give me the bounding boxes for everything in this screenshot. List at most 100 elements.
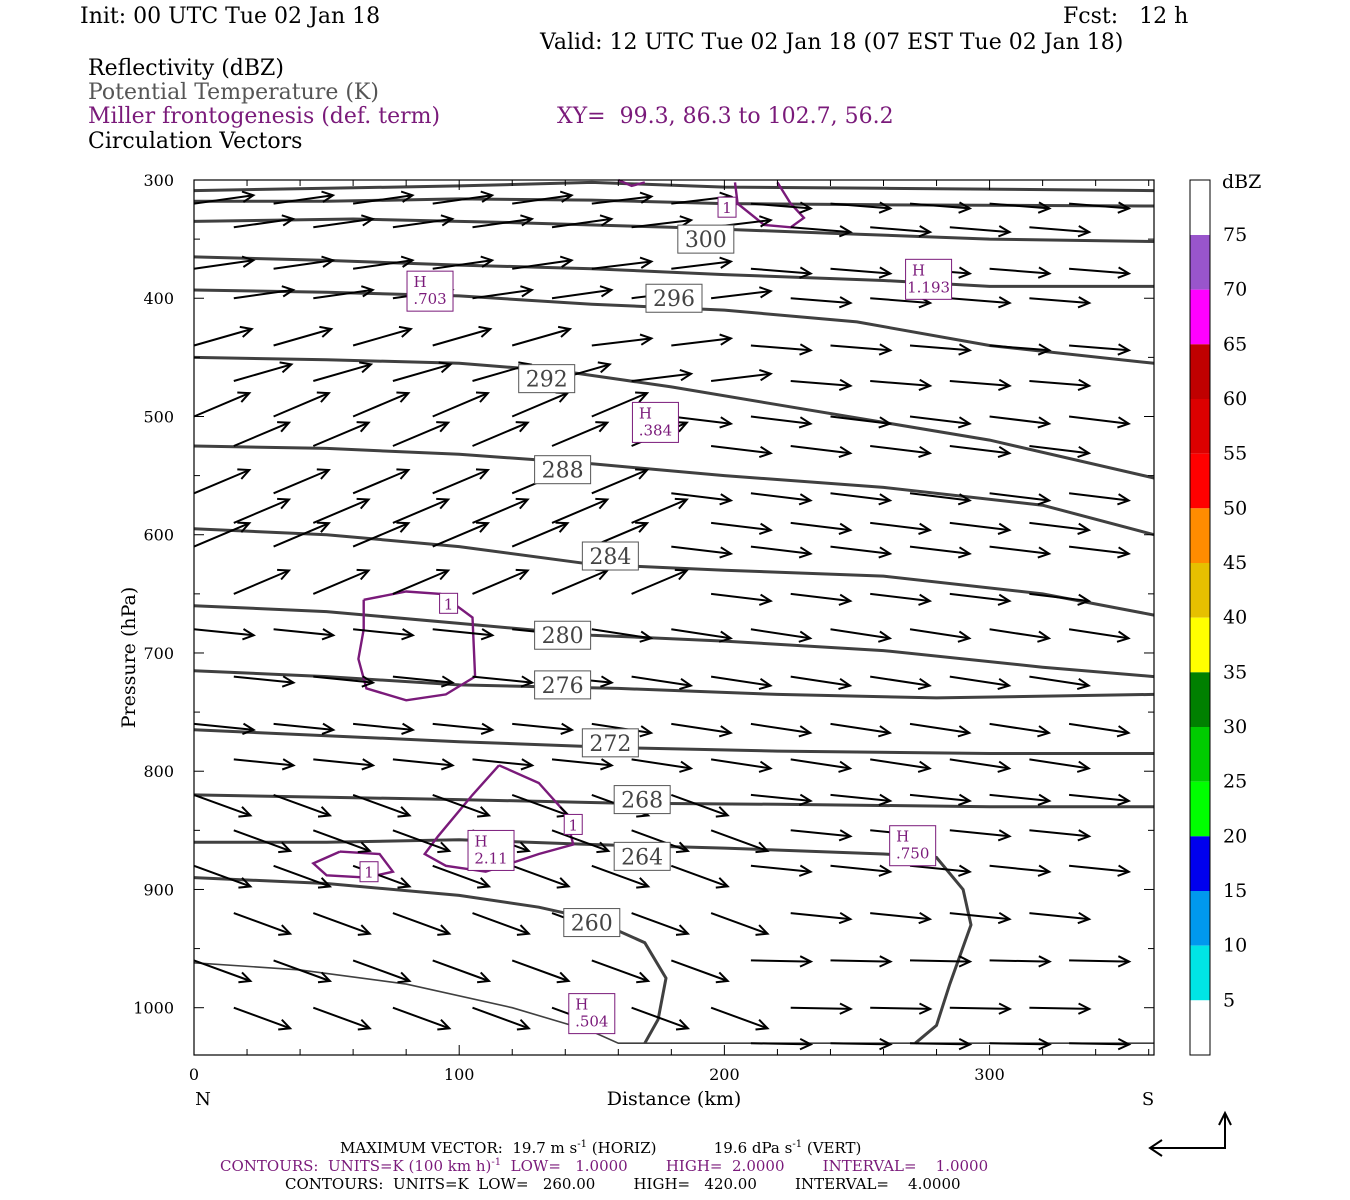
frontogenesis-line bbox=[313, 852, 393, 878]
vector-shaft bbox=[592, 470, 647, 493]
colorbar-label: 45 bbox=[1223, 552, 1247, 574]
vector-shaft bbox=[950, 1008, 1010, 1009]
y-tick-label: 500 bbox=[143, 407, 174, 426]
colorbar-label: 65 bbox=[1223, 333, 1247, 355]
vector-shaft bbox=[393, 1008, 449, 1029]
vector-shaft bbox=[234, 571, 289, 594]
vector-shaft bbox=[552, 500, 607, 523]
vector-shaft bbox=[194, 866, 250, 887]
vector-shaft bbox=[791, 381, 851, 386]
frontogenesis-label: .504 bbox=[575, 1013, 608, 1031]
vector-shaft bbox=[1069, 960, 1129, 961]
vector-shaft bbox=[1029, 227, 1089, 232]
field-reflectivity: Reflectivity (dBZ) bbox=[88, 56, 284, 81]
contours-frontogenesis: CONTOURS: UNITS=K (100 km h)-1 LOW= 1.00… bbox=[220, 1157, 988, 1175]
vector-shaft bbox=[791, 759, 850, 768]
contours-theta: CONTOURS: UNITS=K LOW= 260.00 HIGH= 420.… bbox=[285, 1175, 961, 1193]
vector-shaft bbox=[313, 364, 371, 381]
theta-line bbox=[194, 182, 1154, 190]
vector-shaft bbox=[990, 960, 1050, 961]
theta-label: 280 bbox=[542, 624, 584, 649]
colorbar-label: 20 bbox=[1223, 825, 1247, 847]
colorbar-segment bbox=[1190, 508, 1210, 563]
vector-shaft bbox=[751, 1043, 811, 1044]
y-tick-label: 400 bbox=[143, 289, 174, 308]
theta-line bbox=[194, 257, 1154, 287]
vector-shaft bbox=[870, 227, 930, 232]
colorbar-segment bbox=[1190, 454, 1210, 509]
vector-shaft bbox=[1029, 381, 1089, 386]
vector-shaft bbox=[433, 470, 488, 493]
colorbar-segment bbox=[1190, 235, 1210, 290]
vector-shaft bbox=[910, 629, 969, 638]
vector-shaft bbox=[512, 523, 567, 546]
theta-line bbox=[194, 606, 1154, 677]
vector-shaft bbox=[751, 724, 810, 733]
theta-line bbox=[194, 730, 1154, 754]
colorbar-segment bbox=[1190, 946, 1210, 1001]
vector-shaft bbox=[632, 677, 691, 686]
y-axis-label: Pressure (hPa) bbox=[118, 587, 140, 729]
vector-shaft bbox=[831, 724, 890, 733]
theta-line bbox=[194, 446, 1154, 535]
vector-shaft bbox=[950, 381, 1010, 386]
vector-shaft bbox=[831, 1043, 891, 1044]
frontogenesis-label: H bbox=[575, 996, 588, 1014]
x-right-label: S bbox=[1142, 1089, 1154, 1110]
vector-shaft bbox=[632, 500, 687, 523]
y-tick-label: 700 bbox=[143, 644, 174, 663]
vector-shaft bbox=[990, 269, 1050, 274]
y-tick-label: 1000 bbox=[133, 999, 174, 1018]
x-tick-label: 300 bbox=[974, 1065, 1005, 1084]
valid-time: Valid: 12 UTC Tue 02 Jan 18 (07 EST Tue … bbox=[540, 30, 1123, 55]
y-tick-label: 300 bbox=[143, 171, 174, 190]
vector-shaft bbox=[671, 960, 727, 981]
vector-shaft bbox=[990, 1043, 1050, 1044]
vector-shaft bbox=[194, 470, 249, 493]
colorbar-label: 5 bbox=[1223, 989, 1235, 1011]
vector-shaft bbox=[234, 364, 292, 381]
vector-shaft bbox=[632, 759, 691, 768]
frontogenesis-label: 1 bbox=[364, 864, 374, 882]
vector-shaft bbox=[313, 423, 368, 446]
frontogenesis-label: H bbox=[413, 273, 426, 291]
vector-shaft bbox=[711, 913, 767, 934]
theta-label: 276 bbox=[542, 674, 584, 699]
frontogenesis-label: .703 bbox=[413, 290, 446, 308]
vector-shaft bbox=[353, 523, 408, 546]
vector-shaft bbox=[512, 393, 567, 416]
x-tick-label: 100 bbox=[444, 1065, 475, 1084]
vector-shaft bbox=[831, 269, 891, 274]
vector-shaft bbox=[831, 629, 890, 638]
vector-shaft bbox=[234, 1008, 290, 1029]
vector-shaft bbox=[194, 393, 249, 416]
field-theta: Potential Temperature (K) bbox=[88, 80, 379, 105]
vector-shaft bbox=[950, 677, 1009, 686]
vector-shaft bbox=[751, 960, 811, 961]
vector-shaft bbox=[473, 500, 528, 523]
vector-shaft bbox=[194, 795, 250, 816]
vector-shaft bbox=[1069, 724, 1128, 733]
x-tick-label: 0 bbox=[189, 1065, 199, 1084]
colorbar: 75706560555045403530252015105dBZ bbox=[1190, 171, 1261, 1055]
colorbar-label: 35 bbox=[1223, 661, 1247, 683]
vector-shaft bbox=[433, 393, 488, 416]
field-frontogenesis: Miller frontogenesis (def. term) bbox=[88, 104, 440, 129]
frontogenesis-label: H bbox=[639, 404, 652, 422]
colorbar-segment bbox=[1190, 891, 1210, 946]
axes: 30040050060070080090010000 100 200 300N SDis… bbox=[118, 171, 1154, 1110]
frontogenesis-label: .384 bbox=[639, 421, 672, 439]
frontogenesis-label: 1 bbox=[444, 595, 454, 613]
vector-shaft bbox=[313, 571, 368, 594]
vector-shaft bbox=[393, 571, 448, 594]
vector-shaft bbox=[234, 500, 289, 523]
x-left-label: N bbox=[195, 1089, 211, 1110]
max-vector: MAXIMUM VECTOR: 19.7 m s-1 (HORIZ) 19.6 … bbox=[340, 1139, 861, 1157]
vector-shaft bbox=[274, 393, 329, 416]
vector-shaft bbox=[234, 913, 290, 934]
vector-shaft bbox=[910, 724, 969, 733]
y-tick-label: 600 bbox=[143, 526, 174, 545]
vector-shaft bbox=[1029, 759, 1088, 768]
vector-shaft bbox=[353, 470, 408, 493]
frontogenesis-contours bbox=[313, 180, 804, 878]
